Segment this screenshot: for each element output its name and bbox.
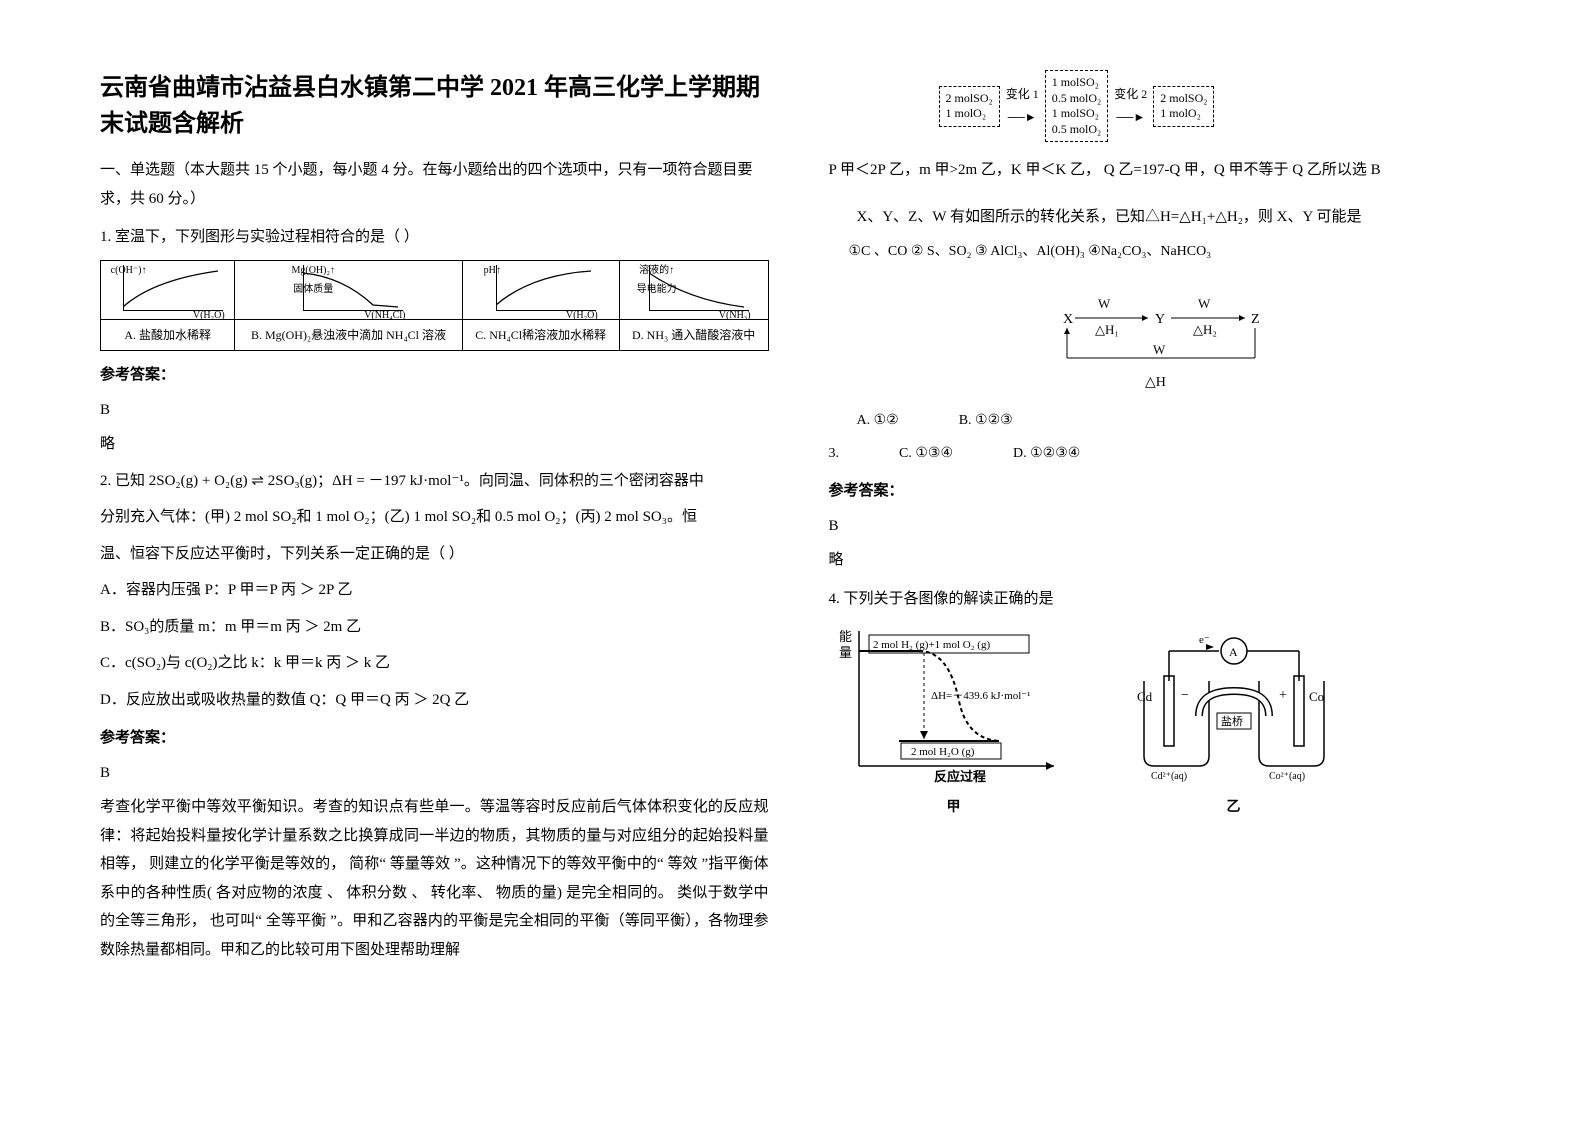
- flow-b2b: 0.5 molO₂: [1052, 91, 1102, 107]
- q3-answer-label: 参考答案：: [829, 477, 1498, 506]
- q2-line1: 2. 已知 2SO₂(g) + O₂(g) ⇌ 2SO₃(g)；ΔH = －19…: [100, 467, 769, 496]
- flow-arrow-1-label: 变化 1: [1006, 87, 1039, 101]
- q3-options-row2: 3. C. ①③④ D. ①②③④: [829, 441, 1498, 468]
- q4-fig2-svg: A e⁻ Cd Co − + 盐桥 Cd²⁺(aq): [1129, 621, 1339, 791]
- question-1-graph-table: c(OH⁻)↑ V(H₂O) Mg(OH)₂↑ 固体质量 V(NH₄Cl) pH…: [100, 260, 769, 352]
- q3-optA: A. ①②: [857, 408, 899, 435]
- q1-cell-d: 溶液的↑ 导电能力 V(NH₃): [619, 260, 768, 319]
- q3-diagram-svg: X W △H₁ Y W △H₂ Z W △H: [1033, 278, 1293, 398]
- q4f1-bottom-state: 2 mol H₂O (g): [911, 746, 975, 758]
- q2-line2: 分别充入气体：(甲) 2 mol SO₂和 1 mol O₂；(乙) 1 mol…: [100, 503, 769, 532]
- q1-graph-d: 溶液的↑ 导电能力 V(NH₃): [639, 265, 749, 315]
- q4f1-dH: ΔH=－439.6 kJ·mol⁻¹: [931, 690, 1030, 702]
- q4f1-top-state: 2 mol H₂ (g)+1 mol O₂ (g): [873, 639, 990, 651]
- flow-b2d: 0.5 molO₂: [1052, 122, 1102, 138]
- q3-brief: 略: [829, 546, 1498, 575]
- flow-diagram: 2 molSO₂ 1 molO₂ 变化 1──► 1 molSO₂ 0.5 mo…: [939, 70, 1498, 142]
- svg-text:W: W: [1098, 296, 1111, 311]
- q3-optC: C. ①③④: [899, 441, 953, 468]
- q3-number: 3.: [829, 441, 840, 468]
- q4f2-eminus: e⁻: [1199, 634, 1210, 646]
- q1-answer: B: [100, 396, 769, 425]
- q1-cell-a: c(OH⁻)↑ V(H₂O): [101, 260, 235, 319]
- q4-stem: 4. 下列关于各图像的解读正确的是: [829, 585, 1498, 614]
- q2-optD: D．反应放出或吸收热量的数值 Q：Q 甲＝Q 丙 ＞ 2Q 乙: [100, 686, 769, 715]
- q4-fig1-caption: 甲: [839, 795, 1069, 822]
- q4-figures: 能 量 2 mol H₂ (g)+1 mol O₂ (g) ΔH=－439.6 …: [839, 621, 1498, 822]
- q1-cell-c: pH↑ V(H₂O): [462, 260, 619, 319]
- question-1-stem: 1. 室温下，下列图形与实验过程相符合的是（ ）: [100, 223, 769, 252]
- svg-text:△H₁: △H₁: [1095, 322, 1119, 337]
- q2-line3: 温、恒容下反应达平衡时，下列关系一定正确的是（ ）: [100, 540, 769, 569]
- q4f2-bridge: 盐桥: [1221, 715, 1243, 728]
- flow-b1b: 1 molO₂: [946, 106, 993, 122]
- q3-line1: X、Y、Z、W 有如图所示的转化关系，已知△H=△H₁+△H₂，则 X、Y 可能…: [857, 203, 1498, 232]
- q1d-xlabel: V(NH₃): [719, 306, 751, 325]
- left-column: 云南省曲靖市沾益县白水镇第二中学 2021 年高三化学上学期期末试题含解析 一、…: [100, 70, 769, 1082]
- q1-cell-b: Mg(OH)₂↑ 固体质量 V(NH₄Cl): [235, 260, 462, 319]
- q4-fig1-svg: 能 量 2 mol H₂ (g)+1 mol O₂ (g) ΔH=－439.6 …: [839, 621, 1069, 791]
- q4f2-ammeter: A: [1229, 645, 1238, 659]
- q4f2-right-sol: Co²⁺(aq): [1269, 771, 1305, 782]
- q4-fig2-caption: 乙: [1129, 795, 1339, 822]
- q2-optC: C．c(SO₂)与 c(O₂)之比 k：k 甲＝k 丙 ＞ k 乙: [100, 649, 769, 678]
- flow-b3b: 1 molO₂: [1160, 106, 1207, 122]
- flow-arrow-2-label: 变化 2: [1114, 87, 1147, 101]
- flow-b2c: 1 molSO₂: [1052, 106, 1102, 122]
- q1c-xlabel: V(H₂O): [566, 306, 598, 325]
- q2-optB: B．SO₃的质量 m：m 甲＝m 丙 ＞ 2m 乙: [100, 613, 769, 642]
- q4-fig2-wrap: A e⁻ Cd Co − + 盐桥 Cd²⁺(aq): [1129, 621, 1339, 822]
- q4f1-xlabel: 反应过程: [934, 769, 986, 784]
- svg-text:X: X: [1063, 312, 1073, 327]
- svg-text:△H: △H: [1145, 375, 1166, 390]
- q1-brief: 略: [100, 430, 769, 459]
- q2-optA: A．容器内压强 P：P 甲＝P 丙 ＞ 2P 乙: [100, 576, 769, 605]
- q4-fig1-wrap: 能 量 2 mol H₂ (g)+1 mol O₂ (g) ΔH=－439.6 …: [839, 621, 1069, 822]
- flow-b1a: 2 molSO₂: [946, 91, 993, 107]
- q1-graph-c: pH↑ V(H₂O): [486, 265, 596, 315]
- right-column: 2 molSO₂ 1 molO₂ 变化 1──► 1 molSO₂ 0.5 mo…: [829, 70, 1498, 1082]
- q1-graph-b: Mg(OH)₂↑ 固体质量 V(NH₄Cl): [293, 265, 403, 315]
- flow-arrow-2: 变化 2──►: [1114, 83, 1147, 129]
- q3-diagram: X W △H₁ Y W △H₂ Z W △H: [829, 278, 1498, 398]
- svg-text:Y: Y: [1155, 312, 1165, 327]
- q3-options-row1: A. ①② B. ①②③: [857, 408, 1498, 435]
- flow-arrow-1: 变化 1──►: [1006, 83, 1039, 129]
- q3-answer: B: [829, 512, 1498, 541]
- q4f1-ylabel: 能: [839, 629, 852, 644]
- q2-answer: B: [100, 759, 769, 788]
- section-1-heading: 一、单选题（本大题共 15 个小题，每小题 4 分。在每小题给出的四个选项中，只…: [100, 156, 769, 213]
- q4f2-neg: −: [1181, 688, 1189, 703]
- q4f2-Co: Co: [1309, 689, 1324, 704]
- q2-explanation: 考查化学平衡中等效平衡知识。考查的知识点有些单一。等温等容时反应前后气体体积变化…: [100, 793, 769, 964]
- q3-optD: D. ①②③④: [1013, 441, 1080, 468]
- exam-title: 云南省曲靖市沾益县白水镇第二中学 2021 年高三化学上学期期末试题含解析: [100, 70, 769, 142]
- q2-answer-label: 参考答案：: [100, 724, 769, 753]
- q1a-xlabel: V(H₂O): [193, 306, 225, 325]
- q3-pairs: ①C 、CO ② S、SO₂ ③ AlCl₃、Al(OH)₃ ④Na₂CO₃、N…: [849, 239, 1498, 266]
- q4f2-pos: +: [1279, 688, 1287, 703]
- svg-text:W: W: [1198, 296, 1211, 311]
- q3-optB: B. ①②③: [959, 408, 1013, 435]
- flow-box-1: 2 molSO₂ 1 molO₂: [939, 86, 1000, 127]
- q2-conclusion: P 甲＜2P 乙，m 甲>2m 乙，K 甲＜K 乙， Q 乙=197-Q 甲，Q…: [829, 156, 1498, 185]
- q1b-xlabel: V(NH₄Cl): [364, 306, 405, 325]
- flow-box-2: 1 molSO₂ 0.5 molO₂ 1 molSO₂ 0.5 molO₂: [1045, 70, 1109, 142]
- flow-b2a: 1 molSO₂: [1052, 75, 1102, 91]
- flow-b3a: 2 molSO₂: [1160, 91, 1207, 107]
- svg-text:W: W: [1153, 342, 1166, 357]
- svg-text:△H₂: △H₂: [1193, 322, 1217, 337]
- svg-text:Z: Z: [1251, 312, 1260, 327]
- q4f2-Cd: Cd: [1137, 689, 1153, 704]
- svg-text:量: 量: [839, 645, 852, 660]
- q1-answer-label: 参考答案：: [100, 361, 769, 390]
- q1b-caption: B. Mg(OH)₂悬浊液中滴加 NH₄Cl 溶液: [235, 319, 462, 351]
- q1-graph-a: c(OH⁻)↑ V(H₂O): [113, 265, 223, 315]
- flow-box-3: 2 molSO₂ 1 molO₂: [1153, 86, 1214, 127]
- q4f2-left-sol: Cd²⁺(aq): [1151, 771, 1187, 782]
